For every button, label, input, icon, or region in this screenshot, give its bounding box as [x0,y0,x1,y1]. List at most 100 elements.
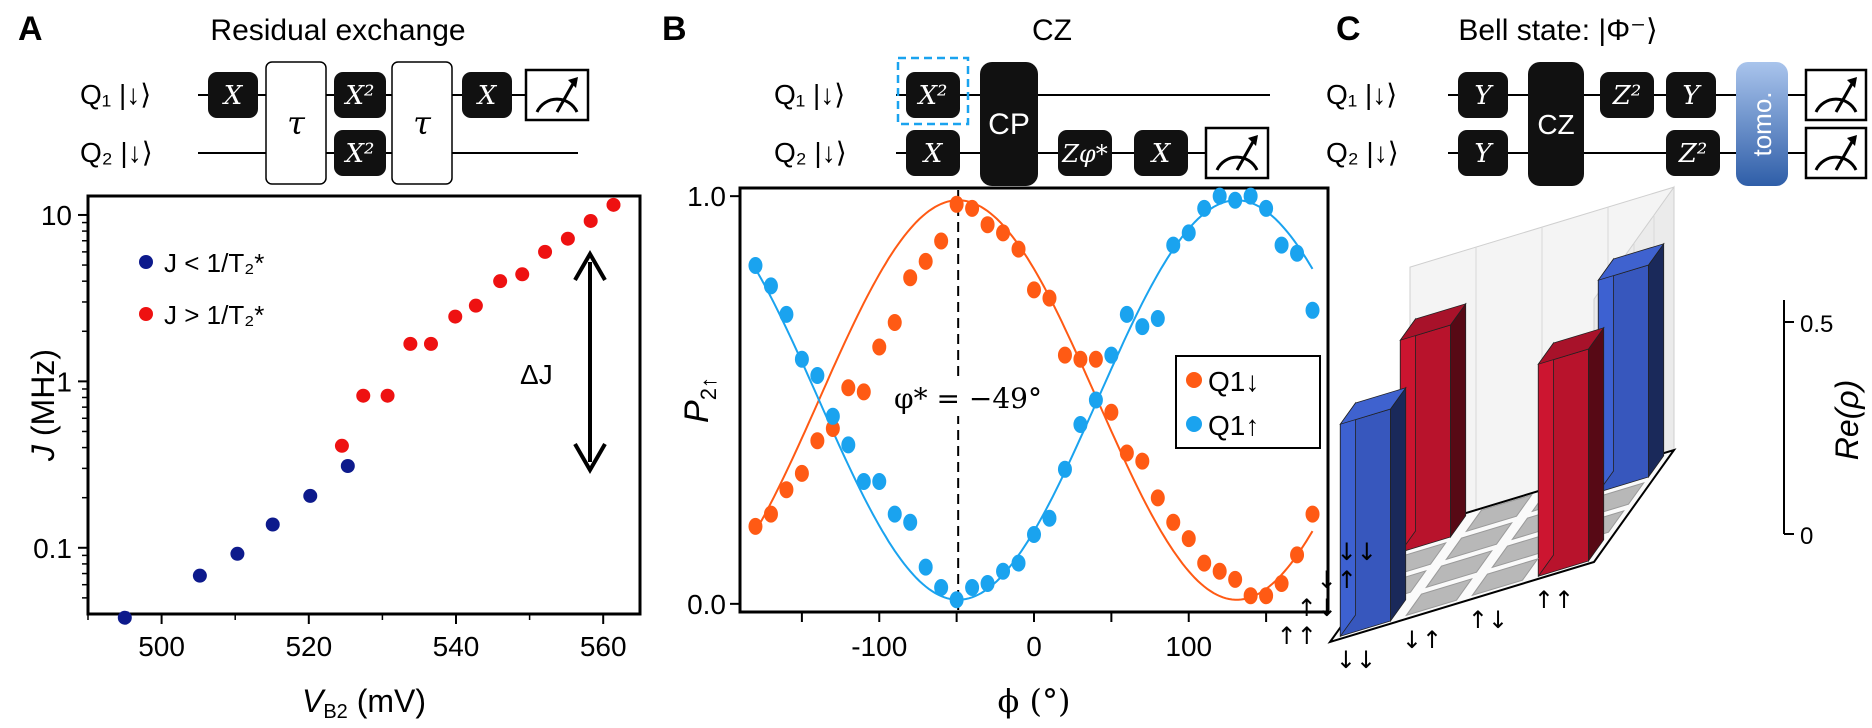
b-point-q1up [794,350,809,368]
b-point-q1up [763,277,778,295]
gate-x-a1-label: X [222,81,244,111]
b-point-q1down [841,379,856,397]
meter-icon [524,68,590,122]
a-point-above [423,336,438,351]
a-point-above [380,388,395,403]
b-point-q1up [1290,244,1305,262]
b-point-q1up [996,562,1011,580]
b-point-q1up [856,473,871,491]
b-point-q1down [1150,489,1165,507]
b-point-q1up [949,591,964,609]
b-point-q1up [1274,236,1289,254]
a-ytick-label: 1 [56,366,72,397]
delta-j-label: ΔJ [520,359,553,390]
c-bar-shadow-side [1588,326,1605,563]
b-point-q1down [1274,574,1289,592]
legend-marker-above [139,307,153,321]
tau-box-1 [265,61,327,185]
b-point-q1up [1011,554,1026,572]
c-bar-side [1537,341,1554,578]
b-point-q1down [1057,346,1072,364]
b-point-q1down [1119,444,1134,462]
b-point-q1up [1119,305,1134,323]
panel-a-letter: A [18,10,43,48]
c-bar-zero [1471,557,1539,597]
a-xtick-label: 560 [580,631,627,662]
b-ytick-label: 0.0 [687,589,726,620]
a-point-above [356,388,371,403]
b-point-q1down [887,314,902,332]
a-point-below [340,459,355,474]
b-point-q1down [1011,240,1026,258]
b-point-q1down [1166,513,1181,531]
q1-label-c: Q₁ |↓⟩ [1326,79,1397,110]
b-point-q1up [810,367,825,385]
zaxis-ticklabel-05: 0.5 [1800,311,1833,338]
b-point-q1up [965,579,980,597]
b-point-q1down [1305,505,1320,523]
b-point-q1down [1042,289,1057,307]
a-xtick-label: 500 [138,631,185,662]
tau-box-2 [391,61,453,185]
panel-b-title: CZ [1032,14,1072,47]
b-point-q1down [980,216,995,234]
a-point-below [265,517,280,532]
b-point-q1up [887,505,902,523]
plot-a-legend: J < 1/T₂* J > 1/T₂* [139,248,264,330]
gate-x2-a-q1-label: X² [344,81,375,111]
a-point-above [334,438,349,453]
c-xtick-label: ↓↓ [1336,646,1376,674]
b-point-q1down [1181,530,1196,548]
a-point-above [583,213,598,228]
b-point-q1up [1228,191,1243,209]
annotation-bg [894,380,1038,416]
q2-label-c: Q₂ |↓⟩ [1326,137,1399,168]
plot-a-frame [86,194,642,616]
c-bar-top [1597,243,1665,281]
a-point-above [468,298,483,313]
a-point-below [303,488,318,503]
b-point-q1down [872,338,887,356]
a-point-above [448,309,463,324]
circuit-c: Q₁ |↓⟩ Q₂ |↓⟩ Y Y CZ Z² Y Z² tomo. [1326,62,1868,186]
c-ytick-label: ↓↑ [1317,566,1357,594]
b-point-q1up [779,305,794,323]
gate-tomo-label: tomo. [1747,91,1777,156]
a-xtick-label: 520 [285,631,332,662]
gate-y-c1 [1458,72,1508,118]
b-point-q1down [996,224,1011,242]
plot-b-points [748,187,1320,609]
legend-box-b [1175,355,1321,449]
b-point-q1up [1305,301,1320,319]
b-point-q1up [1073,415,1088,433]
c-ytick-label: ↑↑ [1277,622,1317,650]
gate-y-c2 [1458,130,1508,176]
a-point-below [192,568,207,583]
panel-b: B CZ Q₁ |↓⟩ Q₂ |↓⟩ X² X CP Zφ* X [662,10,1330,720]
b-xtick-label: 0 [1026,631,1042,662]
a-point-above [515,267,530,282]
meter-icon [1204,126,1270,180]
gate-zphi [1058,130,1112,176]
gate-x-b1-label: X [922,139,944,169]
plot-a-ylabel: J (MHz) [25,349,61,462]
b-point-q1down [1027,281,1041,299]
meter-icon [1804,68,1868,122]
plot-c-xticklabels: ↓↓ ↓↑ ↑↓ ↑↑ [1336,586,1574,674]
a-point-below [230,546,245,561]
b-point-q1down [965,199,980,217]
plot-b-xlabel: ϕ (°) [998,682,1071,720]
b-point-q1up [1027,526,1041,544]
gate-x-a1 [208,72,258,118]
legend-label-above: J > 1/T₂* [164,300,264,330]
plot-a-yaxis: 0.1 1 10 [33,200,88,599]
b-xtick-label: 100 [1165,631,1212,662]
plot-a-points [117,197,621,625]
gate-z2-c1-label: Z² [1612,81,1642,111]
gate-x-a2 [462,72,512,118]
q1-label-a: Q₁ |↓⟩ [80,79,151,110]
b-point-q1up [1181,224,1196,242]
gate-y-c1-label: Y [1474,81,1494,111]
